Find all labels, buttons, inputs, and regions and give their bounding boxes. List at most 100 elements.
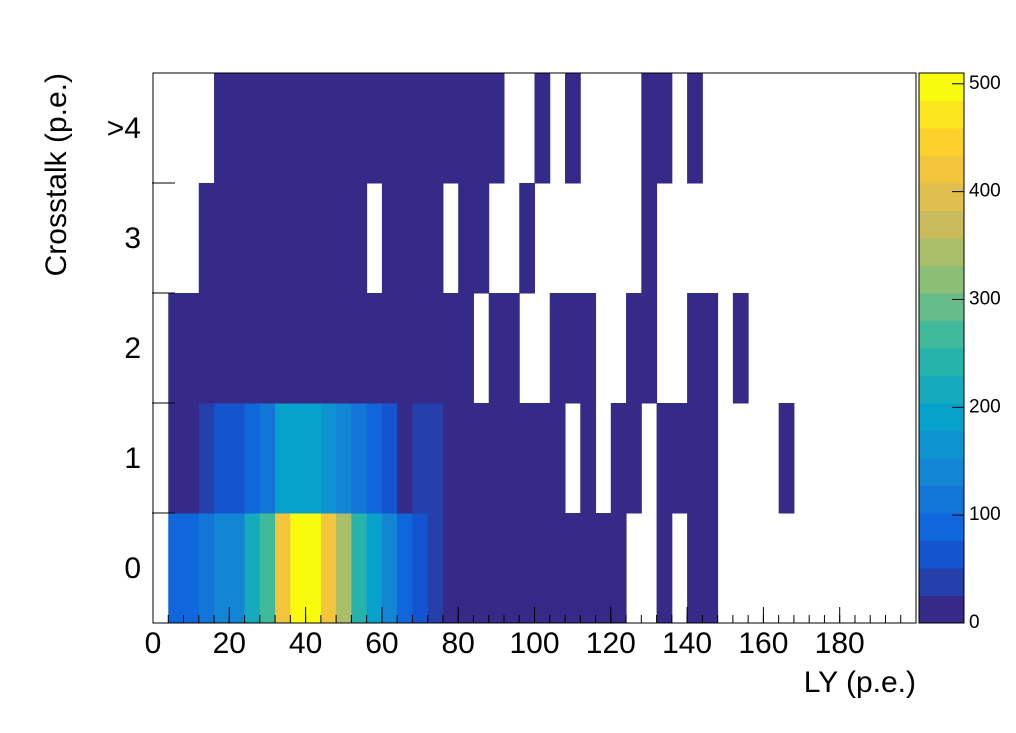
x-tick-label: 80 bbox=[442, 627, 475, 660]
cell bbox=[305, 403, 322, 514]
cell bbox=[259, 293, 276, 404]
cell bbox=[442, 513, 459, 624]
cell bbox=[488, 293, 505, 404]
cell bbox=[320, 293, 337, 404]
x-tick-label: 180 bbox=[815, 627, 865, 660]
cell bbox=[427, 513, 444, 624]
cell bbox=[412, 183, 429, 294]
cell bbox=[610, 403, 627, 514]
colorbar-tick-label: 300 bbox=[969, 288, 1001, 309]
cell bbox=[183, 403, 200, 514]
cell bbox=[275, 513, 291, 624]
colorbar-tick-label: 0 bbox=[969, 612, 980, 633]
cell bbox=[259, 403, 276, 514]
cell bbox=[290, 403, 307, 514]
cell bbox=[336, 293, 352, 404]
cell bbox=[580, 293, 597, 404]
cells bbox=[168, 73, 795, 624]
x-tick-label: 100 bbox=[509, 627, 559, 660]
cell bbox=[687, 73, 703, 184]
cell bbox=[381, 293, 398, 404]
cell bbox=[259, 183, 276, 294]
cell bbox=[214, 73, 230, 184]
cell bbox=[275, 403, 291, 514]
cell bbox=[473, 513, 490, 624]
cell bbox=[412, 513, 429, 624]
cell bbox=[488, 403, 505, 514]
cell bbox=[229, 293, 246, 404]
cell bbox=[427, 183, 444, 294]
cell bbox=[275, 293, 291, 404]
cell bbox=[198, 513, 215, 624]
cell bbox=[275, 183, 291, 294]
cell bbox=[580, 403, 597, 514]
cell bbox=[305, 513, 322, 624]
x-tick-label: 140 bbox=[662, 627, 712, 660]
cell bbox=[702, 293, 719, 404]
cell bbox=[503, 293, 520, 404]
colorbar-band bbox=[919, 430, 964, 459]
colorbar-tick-label: 400 bbox=[969, 181, 1001, 202]
cell bbox=[244, 513, 261, 624]
y-tick-label: >4 bbox=[107, 112, 141, 145]
cell bbox=[290, 513, 307, 624]
cell bbox=[397, 293, 413, 404]
cell bbox=[458, 403, 474, 514]
cell bbox=[168, 513, 185, 624]
cell bbox=[534, 513, 551, 624]
cell bbox=[534, 403, 551, 514]
cell bbox=[397, 73, 413, 184]
cell bbox=[229, 73, 246, 184]
colorbar-band bbox=[919, 485, 964, 514]
y-tick-label: 0 bbox=[124, 552, 141, 585]
x-tick-label: 60 bbox=[365, 627, 398, 660]
cell bbox=[305, 73, 322, 184]
cell bbox=[519, 183, 535, 294]
cell bbox=[168, 293, 185, 404]
cell bbox=[229, 513, 246, 624]
colorbar-band bbox=[919, 320, 964, 349]
cell bbox=[549, 293, 566, 404]
cell bbox=[641, 293, 658, 404]
cell bbox=[305, 183, 322, 294]
cell bbox=[366, 403, 383, 514]
cell bbox=[214, 183, 230, 294]
cell bbox=[473, 73, 490, 184]
cell bbox=[519, 513, 535, 624]
cell bbox=[473, 183, 490, 294]
cell bbox=[290, 73, 307, 184]
cell bbox=[397, 403, 413, 514]
cell bbox=[626, 403, 642, 514]
cell bbox=[351, 513, 368, 624]
colorbar-band bbox=[919, 73, 964, 101]
cell bbox=[656, 513, 673, 624]
cell bbox=[458, 293, 474, 404]
y-tick-label: 3 bbox=[124, 222, 141, 255]
cell bbox=[732, 293, 749, 404]
x-tick-label: 160 bbox=[738, 627, 788, 660]
colorbar-band bbox=[919, 513, 964, 541]
colorbar-band bbox=[919, 293, 964, 321]
cell bbox=[244, 73, 261, 184]
cell bbox=[381, 183, 398, 294]
cell bbox=[183, 513, 200, 624]
cell bbox=[320, 513, 337, 624]
x-tick-label: 40 bbox=[289, 627, 322, 660]
cell bbox=[381, 513, 398, 624]
colorbar-band bbox=[919, 128, 964, 156]
cell bbox=[320, 183, 337, 294]
cell bbox=[214, 513, 230, 624]
colorbar-frame bbox=[918, 72, 965, 624]
cell bbox=[488, 513, 505, 624]
cell bbox=[336, 183, 352, 294]
axes: 0 20 40 60 80 100 120 140 160 180 0 1 2 3 >4 0 100 200 300… bbox=[107, 72, 1001, 660]
colorbar-band bbox=[919, 458, 964, 486]
colorbar-band bbox=[919, 595, 964, 624]
cell bbox=[336, 403, 352, 514]
cell bbox=[351, 73, 368, 184]
cell bbox=[610, 513, 627, 624]
colorbar-band bbox=[919, 210, 964, 239]
cell bbox=[351, 183, 368, 294]
cell bbox=[198, 293, 215, 404]
